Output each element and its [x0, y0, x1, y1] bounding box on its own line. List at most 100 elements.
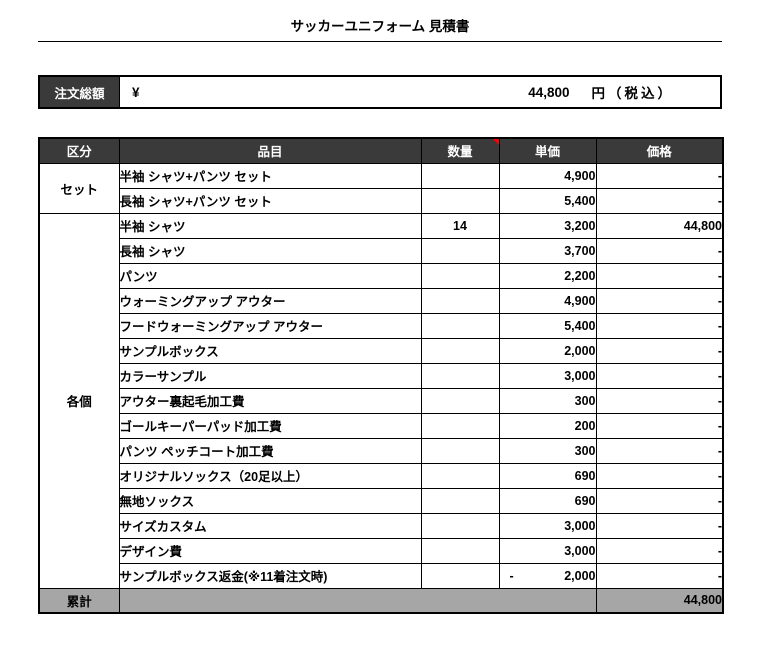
unit-price-cell: 3,000 — [498, 537, 597, 564]
item-name-cell: デザイン費 — [118, 537, 422, 564]
item-name-cell: ゴールキーパーパッド加工費 — [118, 412, 422, 439]
table-row: 長袖 シャツ 3,700- — [39, 237, 724, 264]
unit-price-value: 2,000 — [564, 568, 596, 583]
item-name-cell: フードウォーミングアップ アウター — [118, 312, 422, 339]
header-row: 区分 品目 数量 単価 価格 — [38, 137, 724, 164]
unit-price-cell: 690 — [498, 487, 597, 514]
order-total-label: 注文総額 — [40, 77, 120, 107]
item-name-cell: 長袖 シャツ — [118, 237, 422, 264]
unit-price-cell: 4,900 — [498, 162, 597, 189]
quantity-cell — [420, 187, 500, 214]
item-name-cell: 半袖 シャツ — [118, 212, 422, 239]
quantity-cell — [420, 387, 500, 414]
quantity-cell — [420, 562, 500, 589]
col-header-price: 価格 — [595, 137, 724, 164]
price-cell: - — [595, 262, 724, 289]
item-name-cell: サンプルボックス — [118, 337, 422, 364]
minus-sign: - — [509, 568, 514, 583]
table-row: デザイン費 3,000- — [39, 537, 724, 564]
price-cell: - — [595, 462, 724, 489]
item-name-cell: カラーサンプル — [118, 362, 422, 389]
quantity-cell — [420, 262, 500, 289]
table-row: 無地ソックス 690- — [39, 487, 724, 514]
quantity-cell — [420, 337, 500, 364]
table-row: 各個 半袖 シャツ 14 3,200 44,800 — [38, 212, 724, 589]
unit-price-cell: 2,000 — [498, 337, 597, 364]
item-name-cell: 半袖 シャツ+パンツ セット — [118, 162, 422, 189]
table-row: セット 半袖 シャツ+パンツ セット 4,900- — [38, 162, 724, 214]
price-cell: - — [595, 512, 724, 539]
col-header-category: 区分 — [38, 137, 120, 164]
total-row: 累計 44,800 — [38, 587, 724, 614]
col-header-qty: 数量 — [420, 137, 500, 164]
total-row-label: 累計 — [38, 587, 120, 614]
price-cell: - — [595, 562, 724, 589]
document-title: サッカーユニフォーム 見積書 — [290, 19, 470, 34]
table-row: ゴールキーパーパッド加工費 200- — [39, 412, 724, 439]
price-cell: - — [595, 412, 724, 439]
quantity-cell — [420, 162, 500, 189]
item-name-cell: ウォーミングアップ アウター — [118, 287, 422, 314]
quantity-cell: 14 — [420, 212, 500, 239]
unit-price-cell: 300 — [498, 437, 597, 464]
table-row: サンプルボックス 2,000- — [39, 337, 724, 364]
table-row: オリジナルソックス（20足以上） 690- — [39, 462, 724, 489]
price-cell: - — [595, 187, 724, 214]
comment-marker-icon — [492, 139, 498, 145]
unit-price-cell: 200 — [498, 412, 597, 439]
category-cell: 各個 — [38, 212, 120, 589]
quantity-cell — [420, 312, 500, 339]
unit-price-cell: 3,000 — [498, 362, 597, 389]
price-cell: 44,800 — [595, 212, 724, 239]
price-cell: - — [595, 387, 724, 414]
quote-table-body: セット 半袖 シャツ+パンツ セット 4,900- 長袖 シャツ+パンツ セット 5,4… — [38, 162, 724, 589]
unit-price-cell: 300 — [498, 387, 597, 414]
item-name-cell: 長袖 シャツ+パンツ セット — [118, 187, 422, 214]
unit-price-cell: - 2,000 — [498, 562, 597, 589]
price-cell: - — [595, 287, 724, 314]
unit-price-cell: 3,200 — [498, 212, 597, 239]
table-row: 長袖 シャツ+パンツ セット 5,400- — [39, 187, 724, 214]
price-cell: - — [595, 437, 724, 464]
quantity-cell — [420, 487, 500, 514]
item-name-cell: オリジナルソックス（20足以上） — [118, 462, 422, 489]
quantity-cell — [420, 362, 500, 389]
quantity-cell — [420, 412, 500, 439]
quantity-cell — [420, 437, 500, 464]
col-header-unit-price: 単価 — [498, 137, 597, 164]
currency-symbol: ¥ — [132, 84, 140, 100]
quantity-cell — [420, 462, 500, 489]
item-name-cell: アウター裏起毛加工費 — [118, 387, 422, 414]
price-cell: - — [595, 362, 724, 389]
price-cell: - — [595, 337, 724, 364]
total-row-spacer — [118, 587, 597, 614]
table-row: パンツ ペッチコート加工費 300- — [39, 437, 724, 464]
unit-price-cell: 5,400 — [498, 312, 597, 339]
price-cell: - — [595, 237, 724, 264]
quote-table-footer: 累計 44,800 — [38, 587, 724, 614]
quote-table: 区分 品目 数量 単価 価格 セット 半袖 シャツ+パンツ セット 4,900- 長袖… — [38, 137, 724, 614]
order-total-value-area: ¥ 44,800 円（税込） — [120, 77, 720, 107]
price-cell: - — [595, 312, 724, 339]
item-name-cell: サイズカスタム — [118, 512, 422, 539]
order-total-unit: 円（税込） — [591, 86, 674, 101]
quantity-cell — [420, 287, 500, 314]
item-name-cell: 無地ソックス — [118, 487, 422, 514]
category-cell: セット — [38, 162, 120, 214]
table-row: サンプルボックス返金(※11着注文時) -2,000- — [39, 562, 724, 589]
unit-price-cell: 5,400 — [498, 187, 597, 214]
order-total-box: 注文総額 ¥ 44,800 円（税込） — [38, 75, 722, 109]
col-header-qty-label: 数量 — [447, 145, 473, 160]
table-row: アウター裏起毛加工費 300- — [39, 387, 724, 414]
item-name-cell: パンツ ペッチコート加工費 — [118, 437, 422, 464]
quote-document: サッカーユニフォーム 見積書 注文総額 ¥ 44,800 円（税込） 区分 品目… — [38, 0, 724, 614]
unit-price-cell: 3,700 — [498, 237, 597, 264]
unit-price-cell: 2,200 — [498, 262, 597, 289]
col-header-item: 品目 — [118, 137, 422, 164]
unit-price-cell: 4,900 — [498, 287, 597, 314]
item-name-cell: パンツ — [118, 262, 422, 289]
title-divider — [38, 41, 722, 42]
table-row: パンツ 2,200- — [39, 262, 724, 289]
table-row: サイズカスタム 3,000- — [39, 512, 724, 539]
unit-price-cell: 3,000 — [498, 512, 597, 539]
